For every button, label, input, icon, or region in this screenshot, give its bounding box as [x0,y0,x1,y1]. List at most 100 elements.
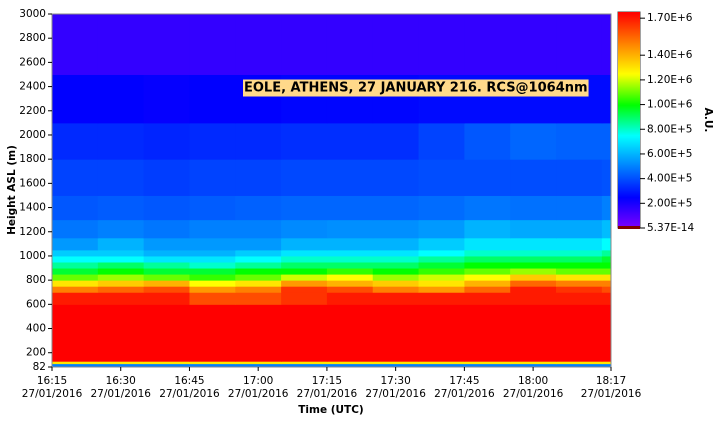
colorbar-swatch [618,90,640,93]
heatmap-cell [464,255,511,263]
y-tick-label: 2200 [19,105,46,117]
heatmap-cell [510,361,557,365]
heatmap-cell [326,237,374,251]
colorbar-swatch [618,178,640,181]
colorbar-swatch [618,28,640,31]
heatmap-cell [510,249,557,257]
heatmap-cell [189,268,236,275]
y-tick-label: 200 [26,347,46,359]
heatmap-cell [326,261,374,269]
colorbar-swatch [618,174,640,177]
heatmap-cell [235,122,282,160]
heatmap-cell [464,219,511,239]
plot-frame [51,13,612,368]
heatmap-cell [601,292,612,305]
heatmap-cell [464,14,511,75]
x-tick-date: 27/01/2016 [297,388,358,400]
heatmap-cell [143,268,190,275]
heatmap-cell [464,261,511,269]
heatmap-cell [281,280,328,287]
heatmap-cell [281,255,328,263]
heatmap-cell [235,274,282,281]
heatmap-cell [601,304,612,362]
heatmap-cell [281,195,328,221]
colorbar-tick-label: 5.37E-14 [647,222,694,234]
heatmap-cell [97,304,145,362]
heatmap-cell [464,237,511,251]
colorbar-tick-label: 6.00E+5 [647,148,693,160]
heatmap-cell [372,292,420,305]
heatmap-cell [235,14,282,75]
colorbar-swatch [618,210,640,213]
heatmap-cell [52,122,99,160]
heatmap-cell [143,261,190,269]
y-tick-label: 2600 [19,56,46,68]
heatmap-cell [189,237,236,251]
heatmap-cell [189,286,236,293]
colorbar-swatch [618,98,640,101]
heatmap-cell [281,219,328,239]
colorbar-title: A.U. [702,108,714,133]
heatmap-cell [97,219,145,239]
colorbar-swatch [618,218,640,221]
colorbar-swatch [618,182,640,185]
heatmap-cell [601,274,612,281]
colorbar-swatch [618,158,640,161]
heatmap-cell [281,122,328,160]
heatmap-cell [601,122,612,160]
heatmap-cell [464,268,511,275]
heatmap-cell [556,255,603,263]
colorbar-swatch [618,86,640,89]
heatmap-cell [464,159,511,196]
heatmap-cell [281,292,328,305]
heatmap-cell [418,363,465,368]
colorbar-swatch [618,126,640,129]
heatmap-cell [326,195,374,221]
colorbar-swatch [618,32,640,35]
heatmap-cell [601,219,612,239]
heatmap-cell [372,286,420,293]
heatmap-cell [97,14,145,75]
heatmap-cell [601,280,612,287]
colorbar-swatch [618,60,640,63]
colorbar-tick-label: 2.00E+5 [647,197,693,209]
colorbar-swatch [618,70,640,73]
heatmap-cell [418,268,465,275]
heatmap-cell [189,122,236,160]
x-tick-label: 16:30 [106,375,136,387]
heatmap-cell [143,274,190,281]
x-tick-date: 27/01/2016 [503,388,564,400]
heatmap-cell [326,286,374,293]
colorbar-swatch [618,184,640,187]
heatmap-cell [464,363,511,368]
heatmap-cell [601,74,612,124]
x-tick-label: 16:45 [174,375,204,387]
colorbar-swatch [618,110,640,113]
heatmap-cell [97,268,145,275]
heatmap-cell [189,74,236,124]
heatmap-cell [510,219,557,239]
heatmap-cell [52,268,99,275]
x-tick-date: 27/01/2016 [22,388,83,400]
heatmap-cell [235,219,282,239]
heatmap-cell [52,14,99,75]
colorbar-swatch [618,160,640,163]
colorbar-swatch [618,30,640,33]
colorbar-swatch [618,20,640,23]
heatmap-cell [464,274,511,281]
colorbar-swatch [618,140,640,143]
heatmap-cell [464,280,511,287]
colorbar-swatch [618,14,640,17]
heatmap-cell [372,122,420,160]
colorbar-swatch [618,168,640,171]
colorbar-swatch [618,18,640,21]
heatmap-cell [143,159,190,196]
colorbar-swatch [618,78,640,81]
colorbar-swatch [618,52,640,55]
colorbar-swatch [618,108,640,111]
heatmap-cell [326,219,374,239]
heatmap-cell [52,280,99,287]
heatmap-cell [418,195,465,221]
heatmap-cell [556,14,603,75]
x-axis-title: Time (UTC) [298,404,363,416]
